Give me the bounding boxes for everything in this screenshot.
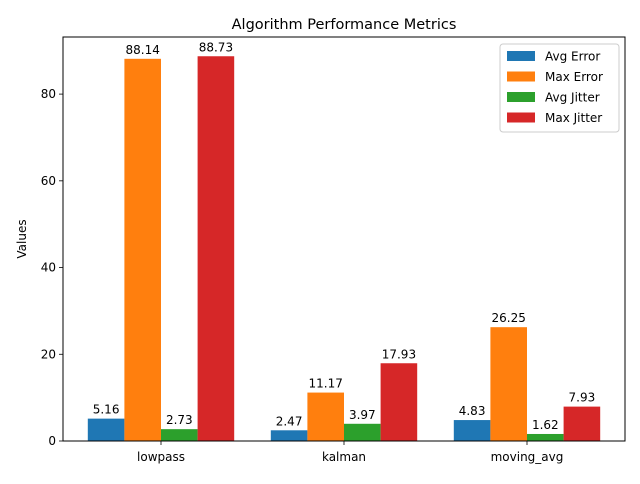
- bar-value-label: 26.25: [492, 311, 526, 325]
- bar: [453, 420, 491, 441]
- bar: [124, 58, 161, 442]
- bar-value-label: 17.93: [382, 347, 416, 361]
- bar-value-label: 11.17: [309, 377, 343, 391]
- bar: [490, 327, 527, 441]
- bar: [197, 56, 235, 441]
- x-tick-label: lowpass: [137, 450, 185, 464]
- bar-value-label: 88.73: [199, 40, 233, 54]
- legend-swatch: [507, 71, 535, 82]
- legend-label: Max Jitter: [545, 111, 602, 125]
- bar-value-label: 88.14: [126, 43, 160, 57]
- bar: [563, 406, 601, 441]
- bar: [380, 363, 418, 441]
- legend-label: Avg Error: [545, 50, 600, 64]
- bar-value-label: 1.62: [532, 418, 559, 432]
- y-axis-label: Values: [15, 219, 29, 258]
- x-tick-label: moving_avg: [491, 450, 564, 464]
- y-tick-label: 40: [41, 261, 56, 275]
- bar-value-label: 2.73: [166, 413, 193, 427]
- x-tick-label: kalman: [322, 450, 366, 464]
- bar: [87, 418, 125, 441]
- y-tick-label: 0: [48, 434, 56, 448]
- bar-value-label: 5.16: [93, 403, 120, 417]
- bar: [270, 430, 308, 441]
- bar: [161, 429, 198, 441]
- legend-swatch: [507, 112, 535, 123]
- bar-value-label: 4.83: [459, 404, 486, 418]
- legend: Avg Error Max Error Avg Jitter Max Jitter: [499, 43, 620, 133]
- legend-box: [499, 43, 620, 133]
- y-tick-label: 20: [41, 347, 56, 361]
- bar: [307, 392, 344, 441]
- y-tick-label: 60: [41, 174, 56, 188]
- legend-label: Max Error: [545, 70, 603, 84]
- legend-swatch: [507, 92, 535, 102]
- legend-swatch: [507, 51, 535, 61]
- legend-label: Avg Jitter: [545, 91, 600, 105]
- y-tick-label: 80: [41, 87, 56, 101]
- bar-value-label: 2.47: [276, 414, 303, 428]
- bar-value-label: 3.97: [349, 408, 376, 422]
- bar-value-label: 7.93: [569, 391, 596, 405]
- plot-area: 5.16 2.47 4.83 88.14 11.17 26.25 2.73 3.97 1.62 8…: [41, 40, 601, 464]
- bar: [344, 423, 381, 441]
- axes-frame: [62, 36, 626, 442]
- chart-title: Algorithm Performance Metrics: [232, 17, 457, 33]
- bar: [527, 433, 564, 441]
